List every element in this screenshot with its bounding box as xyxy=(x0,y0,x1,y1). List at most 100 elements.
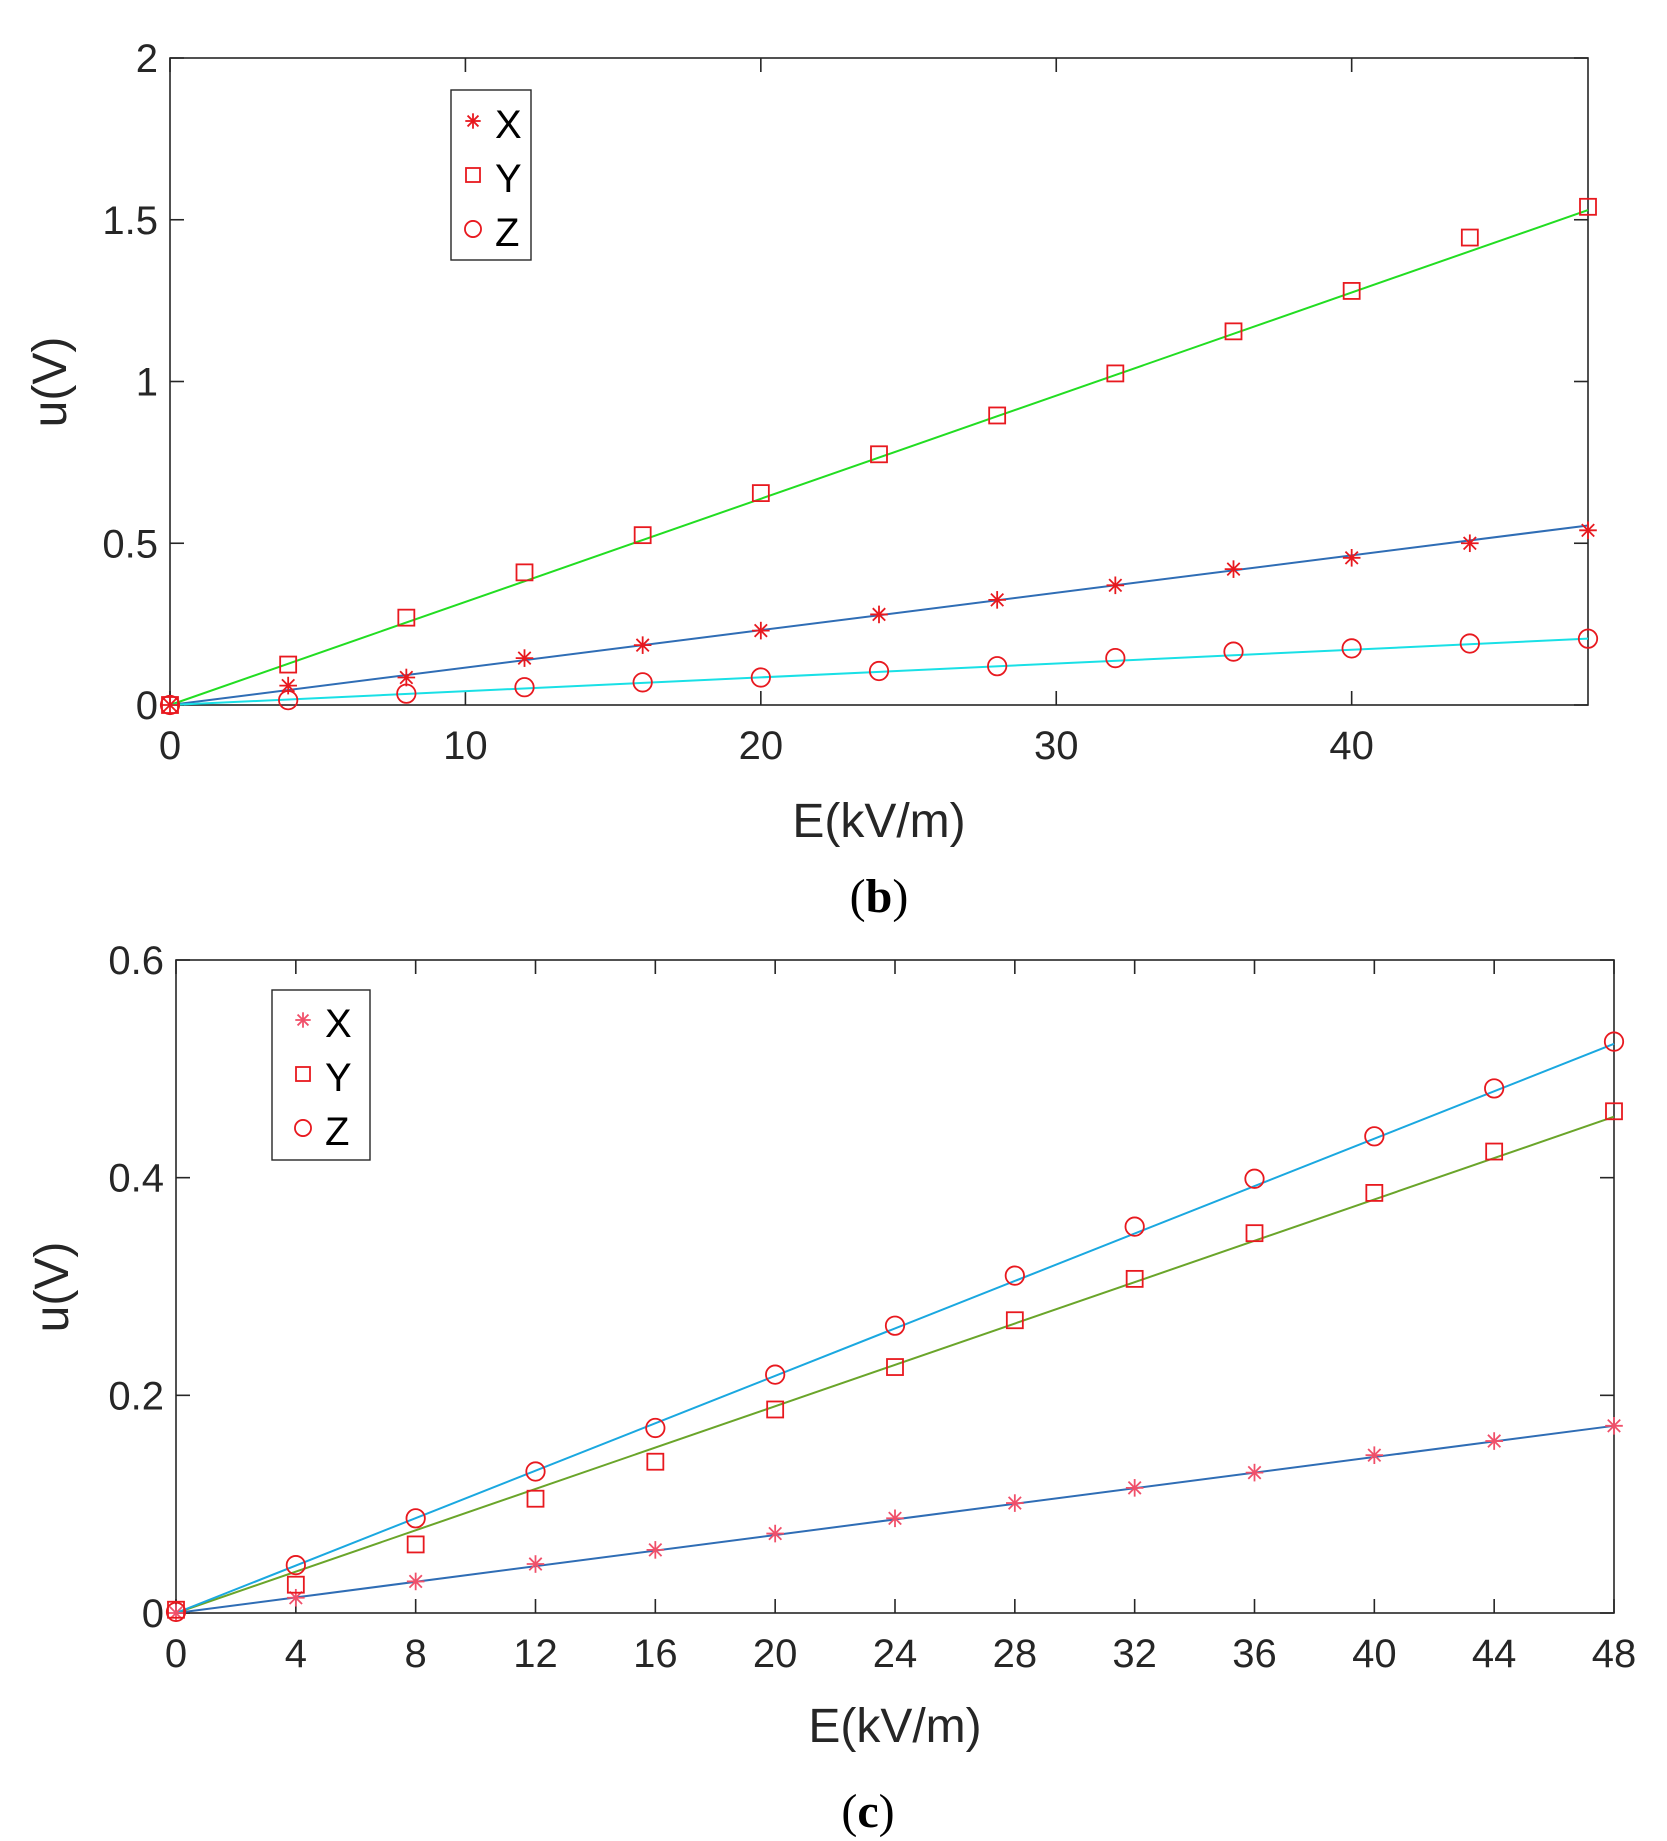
chart-b-point-z xyxy=(1341,638,1362,659)
chart-c-x-tick-label: 16 xyxy=(633,1632,678,1676)
chart-b-point-y xyxy=(751,484,770,503)
chart-b-x-axis-title: E(kV/m) xyxy=(792,795,965,848)
chart-c-point-x xyxy=(1485,1432,1503,1450)
chart-b-legend-marker-x xyxy=(465,113,481,129)
chart-c-legend-marker-x xyxy=(295,1012,311,1028)
chart-c-point-z xyxy=(1603,1031,1625,1052)
chart-c-point-x xyxy=(1125,1479,1144,1497)
chart-c-point-z xyxy=(1004,1265,1025,1286)
chart-b-y-axis-title: u(V) xyxy=(24,337,77,428)
chart-c-x-tick-label: 36 xyxy=(1232,1632,1277,1676)
chart-b-point-z xyxy=(1459,633,1480,654)
chart-b-point-y xyxy=(161,696,179,714)
chart-b-point-x xyxy=(1461,534,1479,553)
chart-c-point-y xyxy=(167,1600,185,1619)
chart-b-point-x xyxy=(1106,576,1125,595)
chart-c-x-tick-label: 0 xyxy=(165,1632,187,1676)
chart-c-point-x xyxy=(287,1588,305,1607)
chart-b-caption: (b) xyxy=(850,870,909,923)
chart-c-point-y xyxy=(886,1358,904,1376)
chart-c-y-axis-title: u(V) xyxy=(26,1242,79,1333)
chart-c-legend: X Y Z xyxy=(271,989,371,1161)
chart-c-point-y xyxy=(1125,1269,1144,1288)
chart-b-point-y xyxy=(1106,364,1125,383)
chart-c-x-tick-label: 40 xyxy=(1352,1632,1397,1676)
chart-c-point-z xyxy=(1484,1078,1505,1099)
chart-b-point-x xyxy=(988,591,1006,609)
chart-b-x-tick-label: 10 xyxy=(443,724,488,768)
chart-b-point-x xyxy=(1224,560,1243,578)
chart-c-point-z xyxy=(645,1417,666,1439)
chart-c-point-y xyxy=(406,1535,425,1554)
chart-c-point-y xyxy=(526,1489,545,1508)
chart-b-point-z xyxy=(868,660,890,682)
chart-b-point-z xyxy=(159,694,181,716)
chart-c-point-z xyxy=(525,1461,546,1482)
chart-b-point-y xyxy=(1460,228,1479,247)
chart-c-point-x xyxy=(886,1509,904,1528)
chart-b-point-y xyxy=(279,655,298,674)
chart-c-point-x xyxy=(526,1555,545,1573)
chart-c-point-x xyxy=(1245,1463,1264,1482)
chart-b-point-z xyxy=(1577,628,1599,649)
chart-c-point-y xyxy=(1485,1142,1504,1161)
chart-c-point-z xyxy=(1244,1168,1265,1189)
chart-b-y-tick-label: 2 xyxy=(136,37,158,81)
chart-b-point-y xyxy=(988,406,1007,425)
chart-c-point-z xyxy=(884,1315,906,1336)
chart-c-x-tick-label: 12 xyxy=(513,1632,558,1676)
chart-c-legend-box xyxy=(271,989,371,1161)
chart-c-y-tick-label: 0.6 xyxy=(108,939,164,983)
chart-c-y-tick-label: 0.4 xyxy=(108,1157,164,1201)
chart-c-legend-label-x: X xyxy=(325,1002,352,1046)
chart-c-point-y xyxy=(646,1452,665,1471)
chart-b-legend-marker-z xyxy=(464,220,482,238)
chart-c-x-tick-label: 44 xyxy=(1472,1632,1517,1676)
chart-b-legend-label-z: Z xyxy=(495,211,519,255)
chart-c-caption: (c) xyxy=(841,1785,894,1838)
chart-c-y-tick-label: 0.2 xyxy=(108,1374,164,1418)
chart-b-y-tick-label: 0.5 xyxy=(102,522,158,566)
chart-b-legend-markers xyxy=(464,113,482,238)
chart-b-point-y xyxy=(1579,197,1597,216)
chart-b-point-y xyxy=(1342,282,1361,300)
chart-b-point-x xyxy=(633,636,652,654)
chart-c-point-y xyxy=(1605,1102,1623,1121)
chart-c-point-y xyxy=(1005,1311,1024,1330)
chart-c-x-tick-label: 8 xyxy=(405,1632,427,1676)
chart-c-point-z xyxy=(165,1601,187,1623)
chart-b-fit-lines xyxy=(169,209,1589,706)
chart-c-point-x xyxy=(1605,1417,1623,1435)
chart-b-y-tick-label: 1.5 xyxy=(102,199,158,243)
chart-b-x-tick-label: 40 xyxy=(1329,724,1374,768)
chart-b-ticks: 0 10 20 30 40 0 0.5 1 1.5 2 xyxy=(102,37,1588,768)
chart-b-point-y xyxy=(397,608,416,627)
chart-c-point-y xyxy=(1245,1224,1264,1243)
chart-b-point-x xyxy=(1342,549,1361,567)
chart-b-point-y xyxy=(870,445,888,464)
chart-c-markers xyxy=(165,1031,1625,1623)
chart-c-x-tick-label: 4 xyxy=(285,1632,307,1676)
chart-b-y-tick-label: 0 xyxy=(136,684,158,728)
chart-b-legend-label-x: X xyxy=(495,103,522,147)
chart-c-x-tick-label: 32 xyxy=(1112,1632,1157,1676)
chart-c-point-x xyxy=(406,1572,425,1591)
chart-b-x-tick-label: 30 xyxy=(1034,724,1079,768)
chart-b-fit-line-y xyxy=(169,209,1589,706)
chart-b-point-z xyxy=(987,656,1008,677)
chart-c-x-tick-label: 20 xyxy=(753,1632,798,1676)
chart-c-y-tick-label: 0 xyxy=(142,1592,164,1636)
chart-c-point-y xyxy=(1365,1184,1384,1202)
chart-c-fit-line-y xyxy=(175,1115,1615,1614)
chart-c-point-x xyxy=(1365,1446,1384,1464)
chart-c-fit-line-z xyxy=(175,1042,1615,1614)
chart-c-point-y xyxy=(766,1400,785,1419)
chart-c-point-z xyxy=(1124,1216,1145,1237)
chart-c-point-x xyxy=(1006,1494,1024,1512)
chart-b-legend: X Y Z xyxy=(450,89,532,261)
chart-b-point-y xyxy=(633,526,652,545)
chart-b-point-x xyxy=(161,696,179,714)
